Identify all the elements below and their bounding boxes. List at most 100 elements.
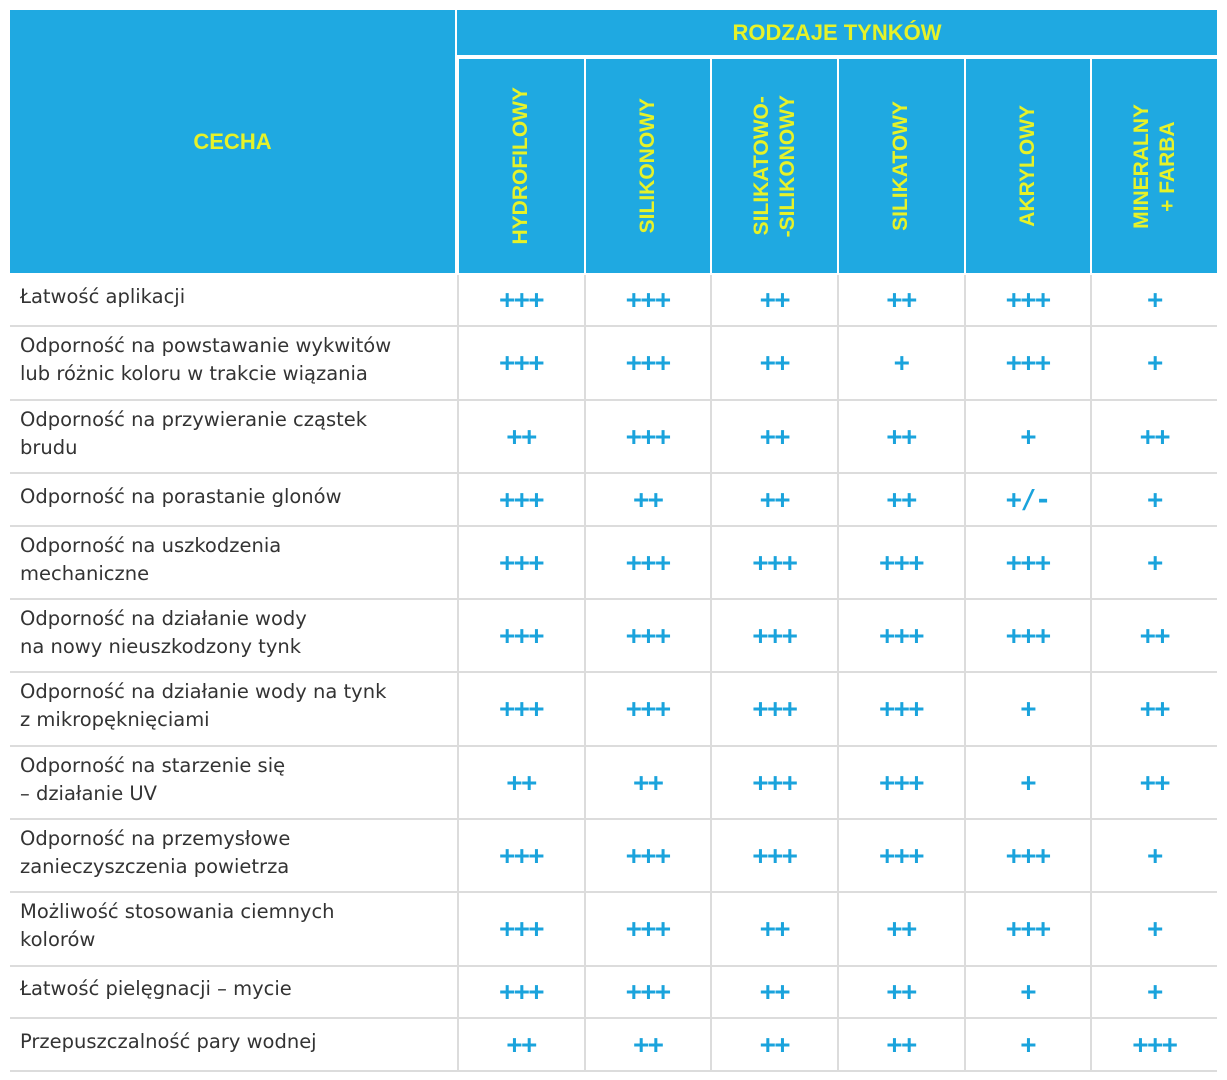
rating-text: +++ xyxy=(752,694,798,724)
rating-text: +++ xyxy=(1006,547,1051,578)
rating-text: + xyxy=(894,348,910,378)
rating: +++ xyxy=(837,673,964,747)
label-line: Odporność na uszkodzenia xyxy=(20,533,282,557)
rating: +++ xyxy=(583,893,711,967)
rating-text: +/- xyxy=(1006,484,1051,515)
rating: + xyxy=(1090,527,1217,600)
rating: ++ xyxy=(1090,600,1217,673)
rating-text: +++ xyxy=(626,348,671,378)
rating: +++ xyxy=(583,275,711,327)
rating: +++ xyxy=(837,747,964,820)
rating: +++ xyxy=(457,327,584,401)
label-line: lub różnic koloru w trakcie wiązania xyxy=(20,362,368,385)
rating: +++ xyxy=(837,527,964,600)
label-line: na nowy nieuszkodzony tynk xyxy=(20,634,302,658)
rating: + xyxy=(963,967,1091,1019)
header-line: + FARBA xyxy=(1155,120,1179,212)
label-lines: Odporność na przemysłowe zanieczyszczenia… xyxy=(20,825,290,881)
row-label: Odporność na starzenie się – działanie UV xyxy=(10,747,457,820)
column-header-text: SILIKATOWO- -SILIKONOWY xyxy=(749,95,801,237)
rating-text: + xyxy=(1147,840,1163,871)
rating: ++ xyxy=(710,474,837,527)
label-lines: Przepuszczalność pary wodnej xyxy=(20,1028,317,1056)
rating-text: ++ xyxy=(633,1029,663,1060)
rating-text: ++ xyxy=(1140,620,1170,651)
rating: +++ xyxy=(457,275,584,327)
rating-text: +++ xyxy=(626,914,671,944)
rating-text: ++ xyxy=(886,421,917,452)
rating: +++ xyxy=(457,474,584,527)
rating-text: +++ xyxy=(499,914,544,944)
rating-text: ++ xyxy=(1140,694,1170,724)
rating-text: ++ xyxy=(760,484,790,515)
rating-text: +++ xyxy=(499,285,544,315)
rating-text: +++ xyxy=(752,547,798,578)
rating-text: +++ xyxy=(626,977,671,1007)
rating: +++ xyxy=(963,327,1091,401)
rating: + xyxy=(963,401,1091,474)
rating-text: ++ xyxy=(886,977,917,1007)
label-line: kolorów xyxy=(20,928,96,951)
label-lines: Odporność na uszkodzenia mechaniczne xyxy=(20,532,281,588)
rating: +++ xyxy=(457,967,584,1019)
rating: + xyxy=(963,1019,1091,1072)
rating-text: +++ xyxy=(1006,914,1051,944)
rating: +++ xyxy=(583,527,711,600)
label-lines: Łatwość aplikacji xyxy=(20,283,185,311)
rating-text: + xyxy=(1147,484,1163,515)
rating-text: ++ xyxy=(633,484,663,515)
rating: ++ xyxy=(710,327,837,401)
rating: + xyxy=(963,673,1091,747)
label-lines: Odporność na działanie wody na tynk z mik… xyxy=(20,678,386,734)
rating: +++ xyxy=(710,527,837,600)
label-line: Odporność na przemysłowe xyxy=(20,826,291,850)
rating: +++ xyxy=(963,275,1091,327)
rating: ++ xyxy=(837,1019,964,1072)
rating: ++ xyxy=(837,401,964,474)
column-header: SILIKONOWY xyxy=(585,59,711,273)
rating: ++ xyxy=(837,967,964,1019)
header-text: CECHA xyxy=(193,128,272,154)
rating-text: ++ xyxy=(886,1029,917,1060)
rating: +++ xyxy=(1090,1019,1217,1072)
rating: +++ xyxy=(583,401,711,474)
label-line: Łatwość aplikacji xyxy=(20,285,186,308)
row-label: Odporność na przemysłowe zanieczyszczenia… xyxy=(10,820,457,893)
rating: ++ xyxy=(710,893,837,967)
rating: ++ xyxy=(457,747,584,820)
row-label: Odporność na powstawanie wykwitów lub róż… xyxy=(10,327,457,401)
rating-text: + xyxy=(1147,285,1163,315)
rating-text: ++ xyxy=(760,421,790,452)
column-header-text: MINERALNY + FARBA xyxy=(1129,104,1181,229)
rating: + xyxy=(963,747,1091,820)
rating: ++ xyxy=(583,1019,711,1072)
rating-text: ++ xyxy=(760,977,790,1007)
rating-text: +++ xyxy=(1006,840,1051,871)
rating-text: +++ xyxy=(626,840,671,871)
rating: +++ xyxy=(963,527,1091,600)
rating: +++ xyxy=(457,600,584,673)
rating: +++ xyxy=(710,600,837,673)
rating-text: +++ xyxy=(499,620,544,651)
rating: + xyxy=(1090,275,1217,327)
row-label: Łatwość pielęgnacji – mycie xyxy=(10,967,457,1019)
rating-text: ++ xyxy=(760,285,790,315)
rating-text: ++ xyxy=(886,914,917,944)
rating: +++ xyxy=(963,893,1091,967)
rating: ++ xyxy=(837,893,964,967)
column-header: AKRYLOWY xyxy=(965,59,1091,273)
rating: ++ xyxy=(710,275,837,327)
rating: + xyxy=(1090,820,1217,893)
rating: +++ xyxy=(583,820,711,893)
label-line: Przepuszczalność pary wodnej xyxy=(20,1029,317,1053)
rating-text: ++ xyxy=(886,285,917,315)
rating-text: +++ xyxy=(499,977,544,1007)
label-lines: Łatwość pielęgnacji – mycie xyxy=(20,975,292,1003)
row-label: Możliwość stosowania ciemnych kolorów xyxy=(10,893,457,967)
rating: +++ xyxy=(457,527,584,600)
rating: +++ xyxy=(457,673,584,747)
label-line: Odporność na działanie wody xyxy=(20,606,307,630)
rating: ++ xyxy=(1090,401,1217,474)
label-line: Odporność na porastanie glonów xyxy=(20,484,342,508)
